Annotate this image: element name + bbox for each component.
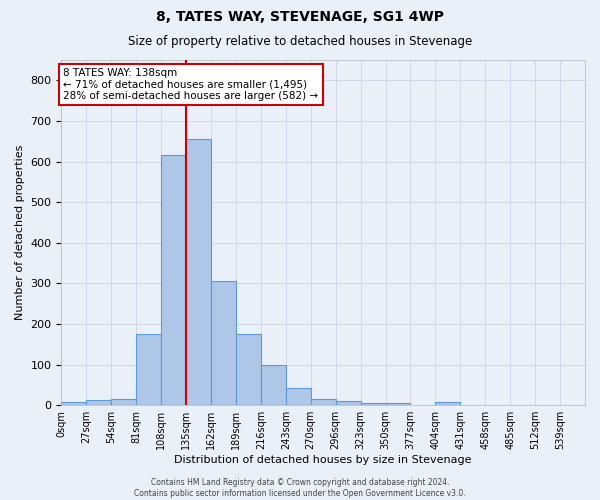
Bar [386,403,410,405]
Bar [311,399,335,405]
Bar [261,364,286,405]
Bar [335,401,361,405]
Bar [286,388,311,405]
Bar [86,400,111,405]
Bar [161,154,186,405]
Bar [186,139,211,405]
Text: Contains HM Land Registry data © Crown copyright and database right 2024.
Contai: Contains HM Land Registry data © Crown c… [134,478,466,498]
Bar [236,334,261,405]
X-axis label: Distribution of detached houses by size in Stevenage: Distribution of detached houses by size … [175,455,472,465]
Bar [136,334,161,405]
Text: 8 TATES WAY: 138sqm
← 71% of detached houses are smaller (1,495)
28% of semi-det: 8 TATES WAY: 138sqm ← 71% of detached ho… [63,68,319,102]
Text: Size of property relative to detached houses in Stevenage: Size of property relative to detached ho… [128,35,472,48]
Bar [61,402,86,405]
Bar [436,402,460,405]
Bar [361,403,386,405]
Text: 8, TATES WAY, STEVENAGE, SG1 4WP: 8, TATES WAY, STEVENAGE, SG1 4WP [156,10,444,24]
Bar [111,399,136,405]
Bar [211,282,236,405]
Y-axis label: Number of detached properties: Number of detached properties [15,145,25,320]
